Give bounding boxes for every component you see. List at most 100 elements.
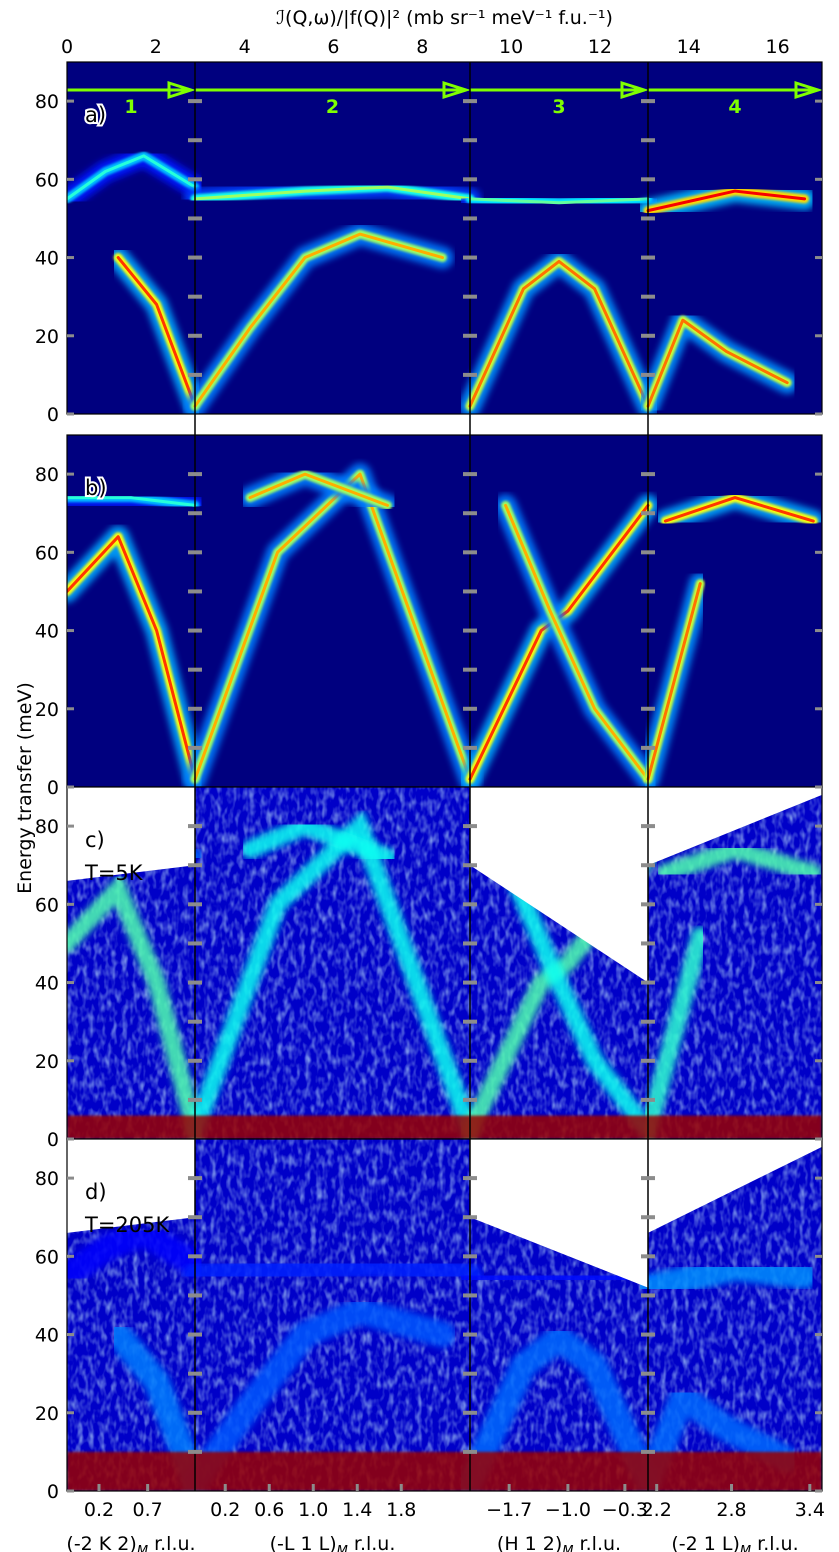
path-arrow-head (620, 80, 649, 100)
measured-branch (656, 840, 822, 883)
y-tick-label: 40 (35, 621, 59, 643)
path-arrow-head (794, 80, 823, 100)
measured-branch (241, 816, 397, 867)
dispersion-branch-core (646, 189, 807, 213)
measured-branch (635, 1254, 818, 1301)
y-tick-label: 80 (35, 1168, 59, 1190)
y-tick-label: 60 (35, 542, 59, 564)
dispersion-branch-core (116, 256, 197, 408)
measured-branch (457, 1322, 661, 1491)
elastic-line (67, 1451, 822, 1491)
path-segment-label: 2 (326, 96, 339, 118)
panel-b: b) (66, 434, 823, 788)
panels: 1 2 3 4 a) b) c) T=5K d) T=205K (66, 61, 823, 1492)
dispersion-layer (67, 144, 816, 414)
x-tick-label: 3.4 (795, 1499, 825, 1521)
panel-frame (66, 1138, 823, 1492)
dispersion-branch-core (67, 535, 197, 781)
panel-d: d) T=205K (66, 1138, 823, 1492)
measured-intensity (67, 787, 822, 1139)
x-axis-label-unit: r.l.u. (148, 1533, 196, 1552)
no-coverage-region (648, 1139, 822, 1233)
path-arrow-head (167, 80, 196, 100)
no-coverage-region (648, 787, 822, 866)
x-tick-label: 0.6 (254, 1499, 284, 1521)
x-axis-label-unit: r.l.u. (574, 1533, 622, 1552)
no-coverage-region (470, 787, 648, 983)
panel-background (67, 62, 822, 414)
x-tick-label: 0.2 (84, 1499, 114, 1521)
x-tick-label: 1.0 (298, 1499, 328, 1521)
y-tick-label: 0 (47, 777, 59, 799)
panel-c: c) T=5K (66, 786, 823, 1140)
measured-branch (186, 810, 479, 1139)
x-axis-label-unit: r.l.u. (348, 1533, 396, 1552)
measured-branch (635, 1376, 801, 1491)
y-tick-label: 20 (35, 1403, 59, 1425)
measured-branch (182, 1297, 456, 1491)
panel-temperature: T=5K (84, 861, 144, 885)
x-tick-label: −1.0 (545, 1499, 591, 1521)
axes: 020406080020406080020406080020406080Ener… (14, 62, 825, 1552)
colorbar-tick-label: 2 (150, 36, 162, 58)
y-tick-label: 60 (35, 169, 59, 191)
x-axis-label-sub: M (562, 1544, 573, 1552)
colorbar-tick-label: 10 (499, 36, 523, 58)
measured-branch (182, 1251, 483, 1289)
measured-branch (105, 1321, 208, 1491)
y-tick-label: 40 (35, 1325, 59, 1347)
dispersion-branch-core (248, 472, 389, 507)
x-tick-label: −1.7 (486, 1499, 532, 1521)
x-axis-label-main: (H 1 2) (497, 1533, 562, 1552)
y-tick-label: 40 (35, 973, 59, 995)
dispersion-layer (67, 463, 822, 787)
y-tick-label: 0 (47, 404, 59, 426)
colorbar-tick-label: 8 (416, 36, 428, 58)
y-tick-label: 20 (35, 326, 59, 348)
dispersion-branch-core (67, 496, 197, 507)
x-tick-label: 2.2 (642, 1499, 672, 1521)
colorbar-tick-label: 0 (61, 36, 73, 58)
panel-temperature: T=205K (84, 1213, 171, 1237)
path-segment-label: 1 (124, 96, 137, 118)
no-coverage-region (67, 787, 195, 881)
measured-branch (496, 848, 657, 1139)
y-tick-label: 60 (35, 894, 59, 916)
colorbar-tick-label: 4 (239, 36, 251, 58)
path-arrow-head (442, 80, 471, 100)
dispersion-branch-core (193, 472, 472, 781)
x-tick-label: 1.8 (386, 1499, 416, 1521)
dispersion-branch-core (646, 582, 702, 781)
x-axis-label: (-2 K 2)M r.l.u. (66, 1533, 195, 1552)
x-tick-label: 1.4 (342, 1499, 372, 1521)
y-tick-label: 0 (47, 1481, 59, 1503)
measured-branch (67, 872, 204, 1139)
panel-frame (66, 61, 823, 415)
y-tick-label: 80 (35, 464, 59, 486)
x-tick-label: 2.8 (716, 1499, 746, 1521)
dispersion-branch-core (468, 259, 650, 408)
y-tick-label: 60 (35, 1246, 59, 1268)
elastic-line (67, 1115, 822, 1139)
x-tick-label: 0.2 (210, 1499, 240, 1521)
x-tick-label: 0.7 (133, 1499, 163, 1521)
x-axis-label-sub: M (137, 1544, 148, 1552)
colorbar-tick-label: 12 (588, 36, 612, 58)
dispersion-branch-core (468, 197, 650, 205)
x-axis-label: (H 1 2)M r.l.u. (497, 1533, 621, 1552)
y-tick-label: 40 (35, 248, 59, 270)
x-axis-label-unit: r.l.u. (751, 1533, 799, 1552)
dispersion-branch-core (67, 154, 197, 201)
measured-branch (67, 1218, 208, 1289)
measured-branch (639, 926, 710, 1139)
measured-branch (457, 1262, 661, 1293)
panel-a: 1 2 3 4 a) (66, 61, 823, 415)
y-tick-label: 80 (35, 816, 59, 838)
x-axis-label: (-L 1 L)M r.l.u. (270, 1533, 396, 1552)
path-segment-label: 3 (552, 96, 565, 118)
dispersion-branch-core (468, 503, 650, 781)
no-coverage-region (470, 1139, 648, 1288)
dispersion-branch-core (193, 232, 444, 408)
colorbar-tick-label: 16 (765, 36, 789, 58)
